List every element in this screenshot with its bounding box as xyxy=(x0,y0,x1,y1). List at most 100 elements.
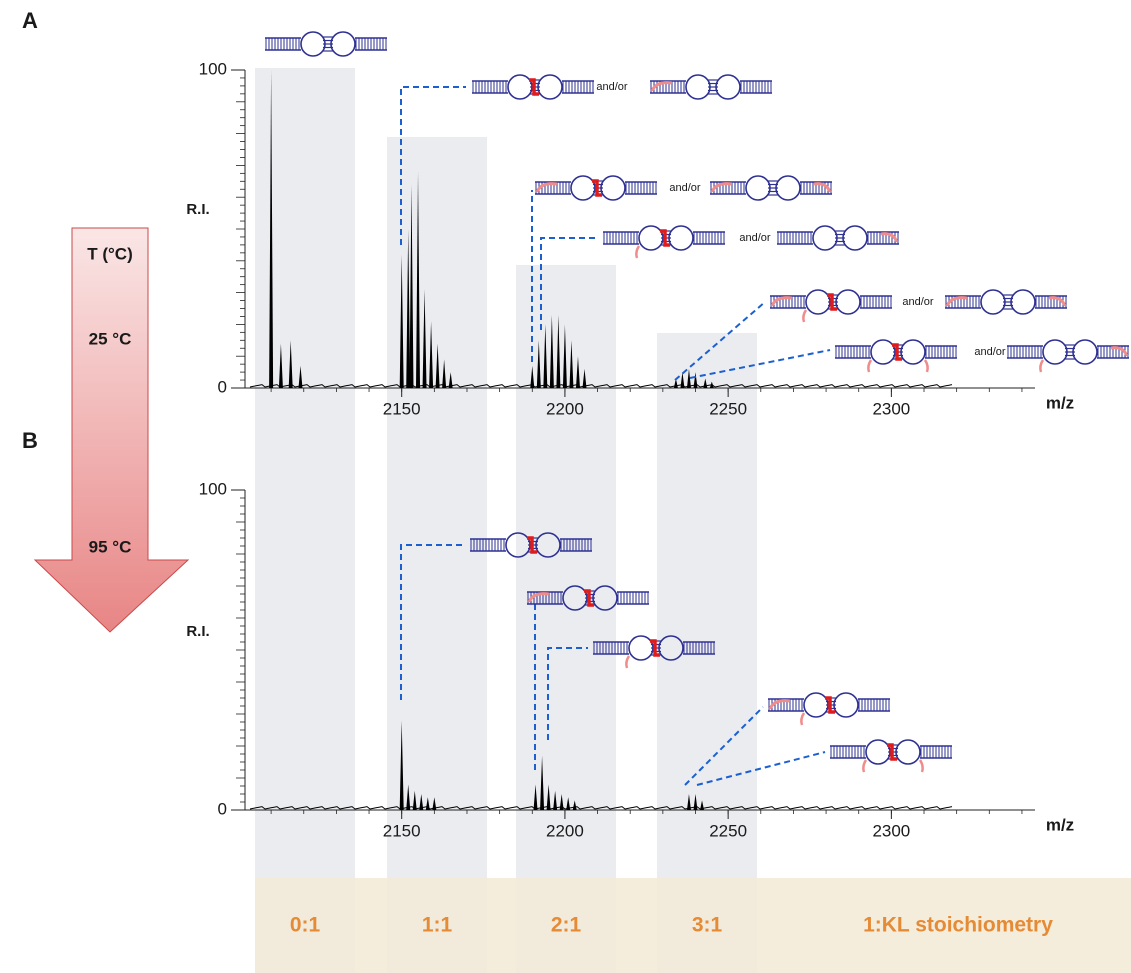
ligand-bound xyxy=(592,179,602,197)
x-tick-label: 2150 xyxy=(383,399,421,418)
loop xyxy=(745,175,771,201)
peak xyxy=(572,800,577,810)
rna-cartoon xyxy=(527,585,649,611)
rna-cartoon xyxy=(593,635,715,669)
peak xyxy=(298,365,303,388)
ligand xyxy=(802,309,808,323)
annotation: and/or xyxy=(902,296,934,308)
x-tick-label: 2300 xyxy=(872,821,910,840)
peak xyxy=(553,790,558,810)
peak xyxy=(693,372,698,388)
rna-cartoon xyxy=(535,175,657,201)
loop xyxy=(812,225,838,251)
panel-label: A xyxy=(22,8,38,33)
stoichiometry-label: 3:1 xyxy=(692,914,723,937)
peak xyxy=(419,794,424,810)
loop xyxy=(715,74,741,100)
temperature-end: 95 °C xyxy=(89,537,132,556)
stoichiometry: 0:1 1:1 2:1 3:1 1:KL stoichiometry xyxy=(290,914,1053,937)
stoichiometry-label: 2:1 xyxy=(551,914,582,937)
x-tick-label: 2200 xyxy=(546,821,584,840)
ligand xyxy=(635,245,641,259)
peak xyxy=(540,755,545,810)
rna-cartoon xyxy=(472,74,594,100)
ligand xyxy=(800,712,806,726)
loop xyxy=(980,289,1006,315)
peak xyxy=(549,314,554,388)
ligand xyxy=(923,359,929,373)
peak xyxy=(269,70,274,388)
ligand xyxy=(867,359,873,373)
loop xyxy=(537,74,563,100)
annotation: and/or xyxy=(596,81,628,93)
peak xyxy=(530,365,535,388)
band-layer xyxy=(255,68,757,973)
y-tick-label: 100 xyxy=(199,479,227,498)
stoichiometry-label: 0:1 xyxy=(290,914,321,937)
ligand-bound xyxy=(660,229,670,247)
loop xyxy=(900,339,926,365)
ligand xyxy=(862,759,868,773)
peak xyxy=(416,171,421,388)
peak xyxy=(562,324,567,388)
peak xyxy=(582,368,587,388)
ligand xyxy=(813,182,832,193)
x-tick-label: 2150 xyxy=(383,821,421,840)
plots: A R.I. m/z 0 100 2150 2200 2250 2300 B R.I. m/z 0 100… xyxy=(22,8,1129,840)
peak xyxy=(409,184,414,388)
y-tick-label: 100 xyxy=(199,59,227,78)
peak xyxy=(709,381,714,388)
connector xyxy=(696,751,826,786)
stoichiometry-band xyxy=(255,68,355,973)
annotation: and/or xyxy=(739,232,771,244)
x-axis-label: m/z xyxy=(1046,815,1074,834)
peak xyxy=(566,797,571,810)
x-tick-label: 2250 xyxy=(709,821,747,840)
connector xyxy=(400,86,466,245)
x-tick-label: 2300 xyxy=(872,399,910,418)
loop xyxy=(570,175,596,201)
peak xyxy=(278,343,283,388)
rna-cartoon xyxy=(770,289,892,323)
loop xyxy=(628,635,654,661)
rna-cartoon xyxy=(603,225,725,259)
loop xyxy=(600,175,626,201)
baseline-noise xyxy=(249,384,953,388)
temperature-start: 25 °C xyxy=(89,329,132,348)
ligand xyxy=(1110,346,1129,357)
loop xyxy=(638,225,664,251)
loop xyxy=(803,692,829,718)
ligand xyxy=(1048,296,1067,307)
annotation: and/or xyxy=(669,182,701,194)
peak xyxy=(703,378,708,388)
loop xyxy=(658,635,684,661)
peak xyxy=(673,378,678,388)
ligand-bound xyxy=(650,639,660,657)
ligand xyxy=(710,182,733,193)
rna-cartoon xyxy=(777,225,899,251)
y-axis-label: R.I. xyxy=(186,201,209,218)
stoichiometry-band xyxy=(657,333,757,973)
connector xyxy=(689,349,831,379)
ligand-bound xyxy=(529,78,539,96)
peak xyxy=(575,356,580,388)
connector xyxy=(540,237,595,330)
peak xyxy=(399,254,404,388)
peak xyxy=(686,794,691,810)
ligand-bound xyxy=(527,536,537,554)
ligand xyxy=(770,296,793,307)
peak xyxy=(422,289,427,388)
ligand xyxy=(650,81,673,92)
rna-cartoon xyxy=(265,31,387,57)
rna-cartoon xyxy=(710,175,832,201)
loop xyxy=(870,339,896,365)
x-axis-label: m/z xyxy=(1046,393,1074,412)
ligand xyxy=(527,592,550,603)
peak xyxy=(406,229,411,388)
peak xyxy=(432,797,437,810)
rna-cartoon xyxy=(1007,339,1129,373)
ligand xyxy=(918,759,924,773)
stoichiometry-band xyxy=(387,137,487,973)
peak xyxy=(559,794,564,810)
ligand xyxy=(945,296,968,307)
